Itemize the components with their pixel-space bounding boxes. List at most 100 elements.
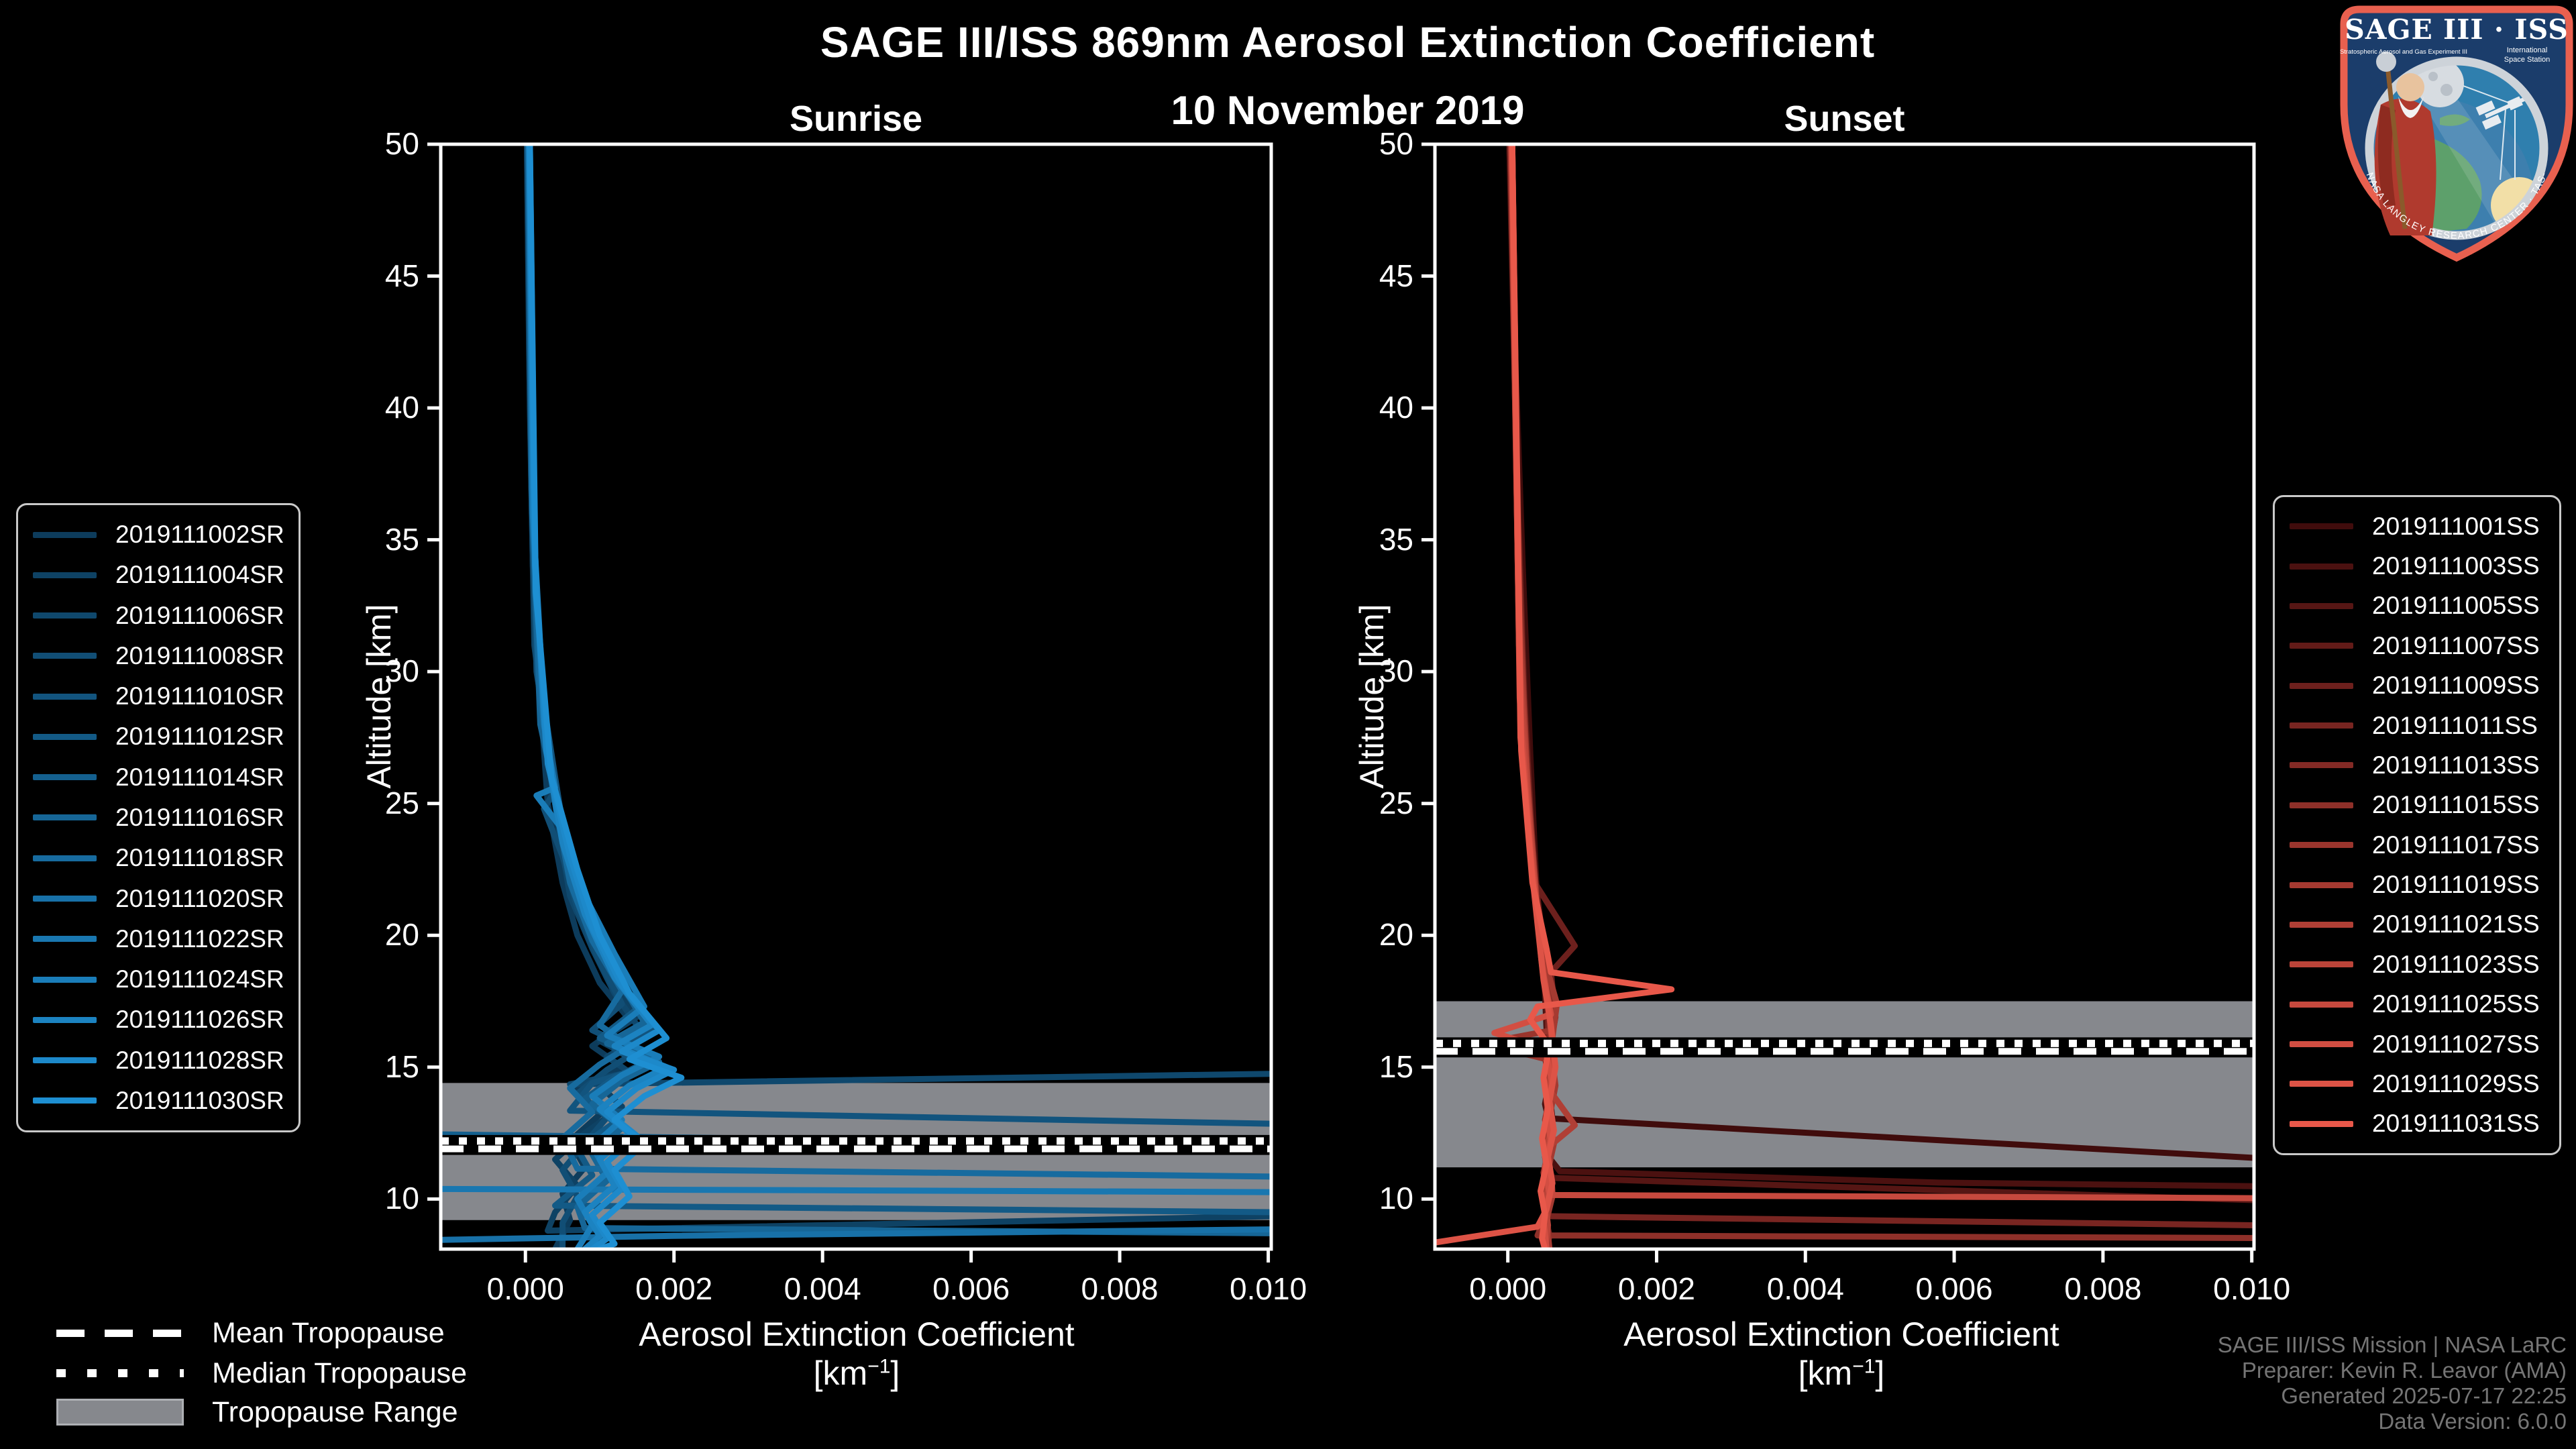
legend-event-label: 2019111014SR [115,763,284,791]
footer-mission: SAGE III/ISS Mission | NASA LaRC [2217,1332,2567,1357]
legend-event-label: 2019111008SR [115,641,284,669]
legend-item: 2019111027SS [2275,1026,2559,1063]
footer-generated: Generated 2025-07-17 22:25 [2281,1383,2567,1408]
x-tick-label: 0.000 [486,1271,564,1306]
legend-item: 2019111016SR [18,799,299,837]
legend-event-label: 2019111001SS [2372,512,2540,540]
profile-line-2019111022SR [441,1185,1271,1195]
y-tick-label: 15 [384,1049,419,1084]
x-tick-label: 0.010 [1230,1271,1307,1306]
x-axis-label-sunrise: Aerosol Extinction Coefficient [km−1] [441,1315,1273,1393]
legend-event-label: 2019111030SR [115,1086,284,1114]
legend-line-swatch [2290,961,2353,968]
legend-event-label: 2019111012SR [115,722,284,751]
legend-item: 2019111003SS [2275,547,2559,585]
y-tick-label: 25 [1379,785,1413,820]
legend-event-label: 2019111006SR [115,601,284,629]
legend-item: 2019111030SR [18,1082,299,1120]
patch-subtitle-right1: International [2507,46,2548,54]
legend-event-label: 2019111016SR [115,803,284,831]
legend-event-label: 2019111007SS [2372,631,2540,659]
legend-line-swatch [33,814,97,821]
legend-line-swatch [2290,643,2353,649]
legend-event-label: 2019111004SR [115,561,284,589]
legend-event-label: 2019111028SR [115,1046,284,1074]
legend-item: 2019111005SS [2275,587,2559,625]
legend-line-swatch [2290,682,2353,689]
legend-item: 2019111020SR [18,880,299,918]
y-tick-label: 35 [1379,521,1413,557]
legend-median-tropopause: Median Tropopause [56,1356,467,1390]
legend-line-swatch [2290,762,2353,769]
patch-sightline-sun2 [2500,108,2506,180]
footer-credits: SAGE III/ISS Mission | NASA LaRC Prepare… [2218,1332,2567,1434]
axes-spines [439,142,1273,1251]
patch-title: SAGE III · ISS [2345,13,2569,46]
panel-title-sunrise: Sunrise [789,99,923,139]
legend-line-swatch [33,612,97,619]
legend-item: 2019111009SS [2275,667,2559,704]
tropopause-range-label: Tropopause Range [212,1395,458,1428]
y-tick-label: 45 [1379,258,1413,293]
legend-line-swatch [33,1057,97,1064]
panel-title-sunset: Sunset [1784,99,1905,139]
legend-sunrise: 2019111002SR 2019111004SR 2019111006SR 2019… [16,503,301,1132]
legend-line-swatch [33,936,97,943]
legend-item: 2019111011SS [2275,707,2559,745]
y-tick-label: 20 [384,917,419,953]
patch-moon [2416,61,2464,107]
legend-line-swatch [2290,1001,2353,1008]
legend-item: 2019111014SR [18,759,299,796]
legend-item: 2019111029SS [2275,1065,2559,1103]
legend-line-swatch [2290,563,2353,570]
y-tick-label: 25 [384,785,419,820]
legend-event-label: 2019111019SS [2372,871,2540,899]
legend-event-label: 2019111024SR [115,965,284,994]
sage-iii-iss-mission-patch: SAGE III · ISS Stratospheric Aerosol and… [2339,4,2573,262]
axes-spines [1433,142,2256,1251]
legend-item: 2019111019SS [2275,866,2559,904]
legend-event-label: 2019111020SR [115,884,284,912]
x-tick-label: 0.010 [2213,1271,2291,1306]
legend-sunset: 2019111001SS 2019111003SS 2019111005SS 2019… [2273,495,2561,1155]
legend-event-label: 2019111025SS [2372,990,2540,1018]
mean-tropopause-dash-sample [56,1329,184,1337]
x-tick-label: 0.002 [635,1271,713,1306]
legend-item: 2019111015SS [2275,786,2559,824]
tropopause-range-band [1435,1001,2254,1168]
page-title: SAGE III/ISS 869nm Aerosol Extinction Co… [820,18,1876,66]
legend-event-label: 2019111029SS [2372,1069,2540,1097]
legend-event-label: 2019111005SS [2372,592,2540,620]
legend-item: 2019111021SS [2275,906,2559,943]
x-axis-label-sunset: Aerosol Extinction Coefficient [km−1] [1429,1315,2254,1393]
legend-line-swatch [2290,921,2353,928]
legend-item: 2019111010SR [18,678,299,715]
legend-line-swatch [33,733,97,740]
legend-line-swatch [2290,1041,2353,1048]
legend-event-label: 2019111013SS [2372,751,2540,779]
legend-event-label: 2019111017SS [2372,830,2540,859]
legend-line-swatch [33,693,97,700]
x-axis-label-units: [km−1] [1798,1354,1885,1392]
legend-event-label: 2019111021SS [2372,910,2540,938]
patch-subtitle-right2: Space Station [2504,56,2551,64]
patch-ring [2365,56,2548,240]
legend-line-swatch [33,531,97,538]
legend-item: 2019111023SS [2275,946,2559,983]
legend-line-swatch [2290,1081,2353,1087]
x-tick-label: 0.008 [2064,1271,2142,1306]
profile-line-2019111006SR [525,144,1271,1087]
panel-sunset [1421,142,2256,1263]
patch-subtitle-left: Stratospheric Aerosol and Gas Experiment… [2340,48,2467,56]
median-tropopause-dot-sample [56,1369,184,1377]
profiles-sunset [1435,144,2254,1249]
legend-line-swatch [2290,602,2353,609]
legend-item: 2019111012SR [18,718,299,755]
y-tick-label: 15 [1379,1049,1413,1084]
legend-event-label: 2019111026SR [115,1006,284,1034]
legend-item: 2019111004SR [18,556,299,594]
patch-moon-crater [2428,72,2438,81]
legend-line-swatch [2290,722,2353,729]
legend-line-swatch [2290,1120,2353,1127]
